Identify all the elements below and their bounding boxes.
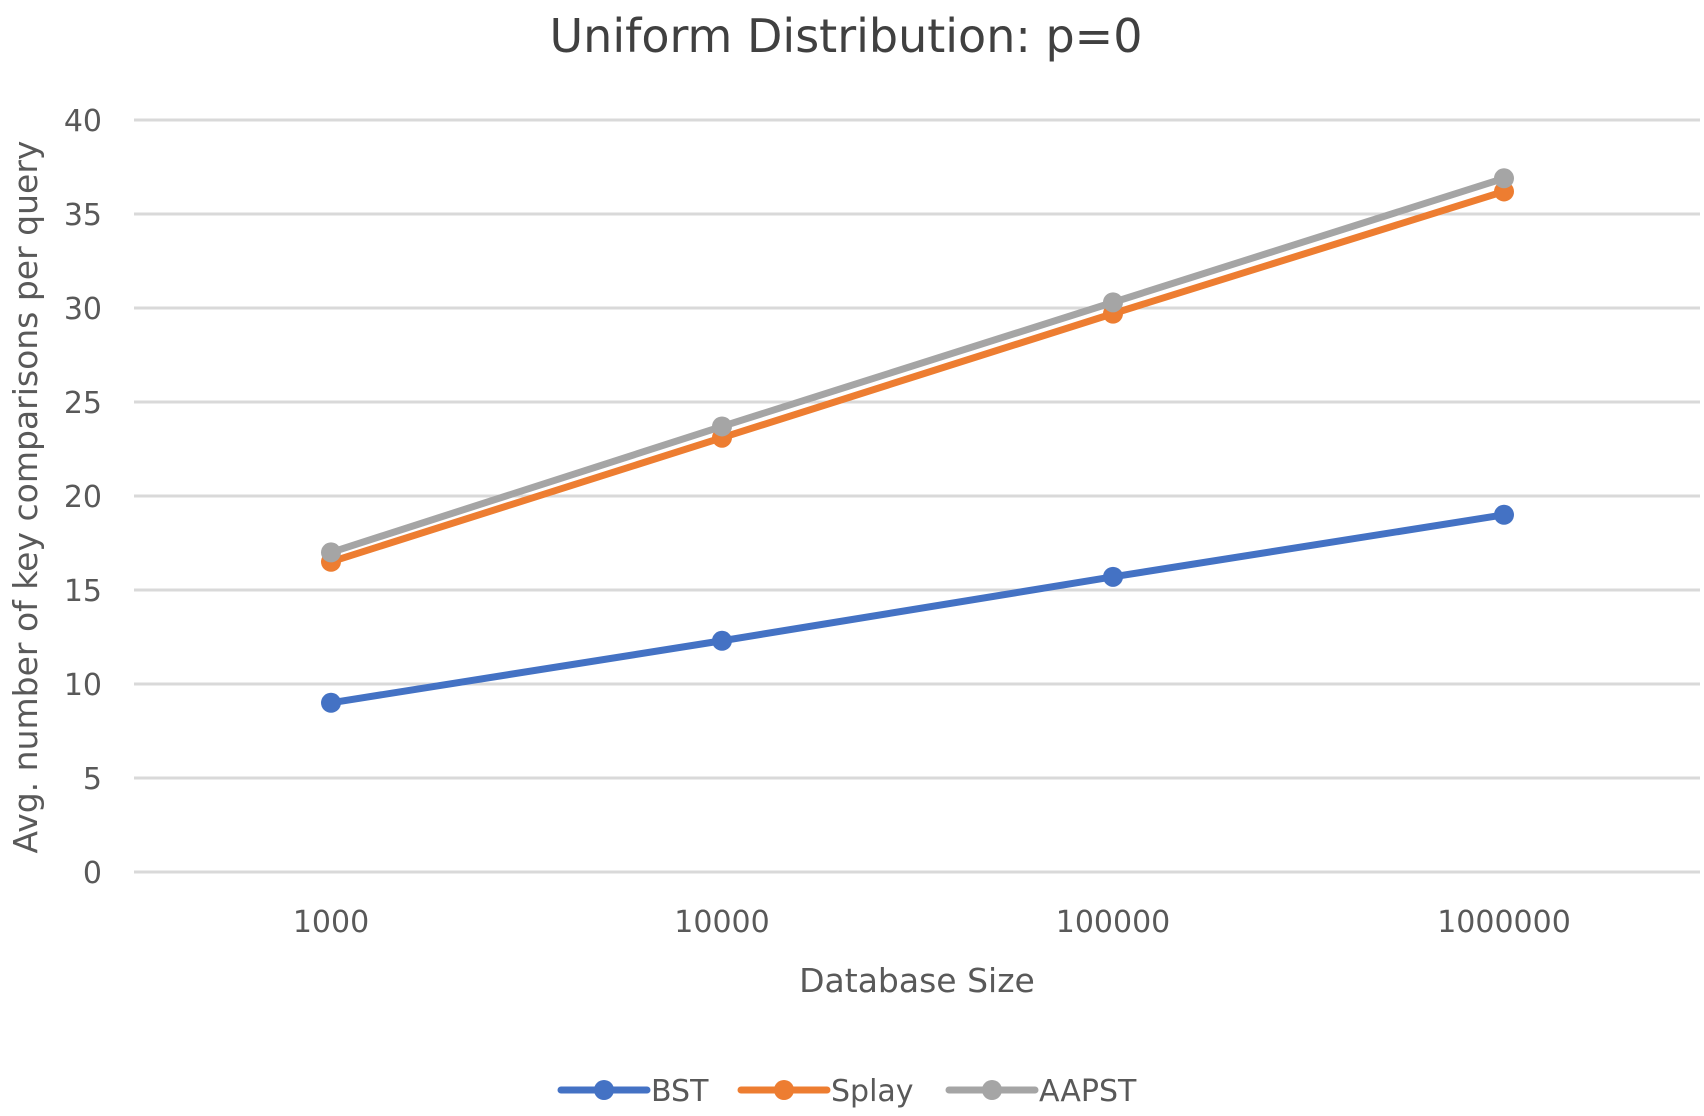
y-tick-label-20: 20 xyxy=(64,480,102,515)
series-line-splay xyxy=(327,187,1508,566)
x-tick-label-10000: 10000 xyxy=(674,905,769,940)
point-aapst-1000 xyxy=(321,542,341,563)
point-aapst-1000000 xyxy=(1494,168,1514,189)
point-bst-100000 xyxy=(1103,566,1123,587)
point-aapst-100000 xyxy=(1103,292,1123,313)
y-tick-label-15: 15 xyxy=(64,574,102,609)
point-bst-10000 xyxy=(712,630,732,651)
x-tick-label-1000: 1000 xyxy=(293,905,369,940)
x-axis-title: Database Size xyxy=(799,961,1035,1000)
legend-swatch-marker-splay xyxy=(774,1080,794,1100)
chart-title: Uniform Distribution: p=0 xyxy=(550,9,1143,63)
x-tick-label-1000000: 1000000 xyxy=(1437,905,1571,940)
y-tick-label-0: 0 xyxy=(83,856,102,891)
series-line-aapst xyxy=(327,174,1508,556)
y-tick-label-25: 25 xyxy=(64,386,102,421)
point-bst-1000000 xyxy=(1494,504,1514,525)
y-tick-label-35: 35 xyxy=(64,198,102,233)
point-aapst-10000 xyxy=(712,416,732,437)
x-tick-label-100000: 100000 xyxy=(1056,905,1171,940)
legend-swatch-marker-aapst xyxy=(982,1080,1002,1100)
series-bst xyxy=(321,504,1514,713)
gridlines xyxy=(134,118,1700,874)
legend-label-splay: Splay xyxy=(831,1074,914,1109)
y-axis-ticks: 0 5 10 15 20 25 30 35 40 xyxy=(64,104,102,891)
y-tick-label-40: 40 xyxy=(64,104,102,139)
x-axis-ticks: 1000 10000 100000 1000000 xyxy=(293,905,1571,940)
y-tick-label-10: 10 xyxy=(64,668,102,703)
y-tick-label-30: 30 xyxy=(64,292,102,327)
series-aapst xyxy=(321,168,1514,563)
series-line-bst xyxy=(327,511,1508,707)
legend-label-aapst: AAPST xyxy=(1039,1074,1137,1109)
legend-item-splay: Splay xyxy=(737,1074,914,1109)
series-splay xyxy=(321,181,1514,572)
legend-label-bst: BST xyxy=(651,1074,709,1109)
legend: BST Splay AAPST xyxy=(557,1074,1137,1109)
legend-swatch-marker-bst xyxy=(594,1080,614,1100)
y-tick-label-5: 5 xyxy=(83,762,102,797)
legend-item-bst: BST xyxy=(557,1074,709,1109)
series-lines xyxy=(321,168,1514,713)
legend-item-aapst: AAPST xyxy=(945,1074,1137,1109)
y-axis-title: Avg. number of key comparisons per query xyxy=(6,141,45,854)
point-bst-1000 xyxy=(321,692,341,713)
